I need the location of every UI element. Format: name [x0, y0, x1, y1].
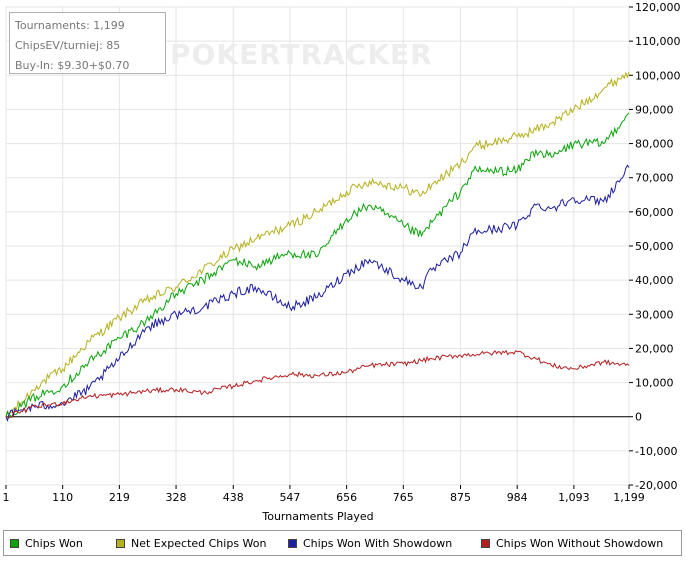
y-tick-label: 0: [635, 411, 642, 424]
y-tick-label: 30,000: [635, 308, 674, 321]
y-tick-label: 40,000: [635, 274, 674, 287]
y-axis: -20,000 -10,000 0 10,000 20,000 30,000 40,000 5…: [629, 1, 681, 492]
legend-label: Chips Won Without Showdown: [496, 537, 664, 550]
x-tick-label: 110: [52, 491, 73, 504]
chart: -20,000 -10,000 0 10,000 20,000 30,000 40,000 5…: [3, 1, 681, 523]
y-tick-label: 90,000: [635, 103, 674, 116]
watermark-poker: POKER: [170, 38, 281, 71]
x-axis: 1 110 219 328 438 547 656 765 875 984 1,093 1,199: [3, 485, 645, 504]
legend-label: Chips Won With Showdown: [303, 537, 453, 550]
y-tick-label: 120,000: [635, 1, 681, 14]
x-tick-label: 656: [336, 491, 357, 504]
x-tick-label: 765: [393, 491, 414, 504]
stats-box: Tournaments: 1,199 ChipsEV/turniej: 85 B…: [9, 12, 166, 74]
watermark-tracker: TRACKER: [280, 38, 433, 71]
y-tick-label: 20,000: [635, 342, 674, 355]
y-tick-label: 100,000: [635, 69, 681, 82]
stat-tournaments: Tournaments: 1,199: [15, 19, 125, 32]
legend-label: Chips Won: [25, 537, 83, 550]
series-line-2: [5, 112, 630, 419]
y-tick-label: 70,000: [635, 172, 674, 185]
legend: Chips Won Net Expected Chips Won Chips W…: [3, 530, 682, 556]
legend-swatch-net-expected: [116, 539, 125, 548]
legend-swatch-chips-won: [10, 539, 19, 548]
series-line-1: [5, 71, 630, 417]
x-axis-title: Tournaments Played: [261, 510, 373, 523]
x-tick-label: 1,199: [613, 491, 645, 504]
x-tick-label: 219: [109, 491, 130, 504]
series-line-4: [5, 349, 630, 418]
y-tick-label: -20,000: [635, 479, 677, 492]
legend-swatch-with-showdown: [288, 539, 297, 548]
series-line-3: [5, 164, 630, 422]
y-tick-label: 110,000: [635, 35, 681, 48]
y-tick-label: 80,000: [635, 138, 674, 151]
legend-item-chips-won[interactable]: Chips Won: [10, 537, 83, 550]
legend-label: Net Expected Chips Won: [131, 537, 267, 550]
x-tick-label: 1: [3, 491, 10, 504]
series-group: [5, 71, 630, 422]
y-tick-label: 60,000: [635, 206, 674, 219]
y-tick-label: -10,000: [635, 445, 677, 458]
stat-chipsev: ChipsEV/turniej: 85: [15, 39, 121, 52]
stat-buyin: Buy-In: $9.30+$0.70: [15, 59, 130, 72]
legend-item-without-showdown[interactable]: Chips Won Without Showdown: [481, 537, 663, 550]
y-tick-label: 50,000: [635, 240, 674, 253]
x-tick-label: 438: [223, 491, 244, 504]
x-tick-label: 875: [450, 491, 471, 504]
legend-item-net-expected[interactable]: Net Expected Chips Won: [116, 537, 266, 550]
watermark-logo: POKERTRACKER: [170, 38, 433, 71]
x-tick-label: 328: [166, 491, 187, 504]
x-tick-label: 547: [279, 491, 300, 504]
legend-swatch-without-showdown: [481, 539, 490, 548]
x-tick-label: 1,093: [558, 491, 590, 504]
legend-item-with-showdown[interactable]: Chips Won With Showdown: [288, 537, 452, 550]
x-tick-label: 984: [507, 491, 528, 504]
y-tick-label: 10,000: [635, 377, 674, 390]
